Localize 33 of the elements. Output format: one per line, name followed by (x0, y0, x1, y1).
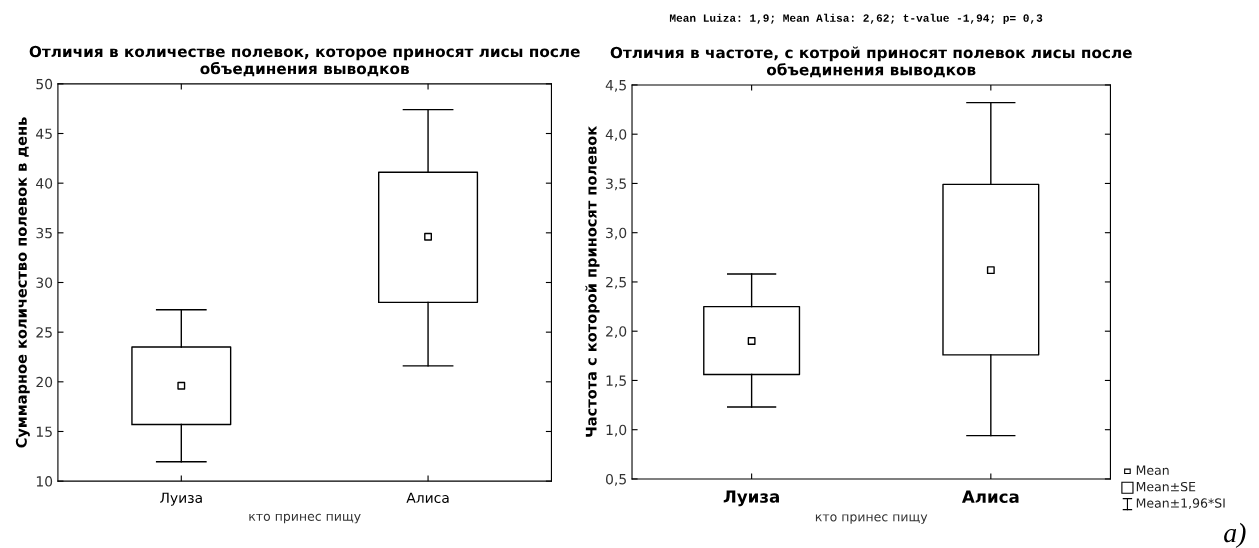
y-tick-label: 15 (36, 426, 52, 437)
text: Mean±SE (1136, 481, 1196, 492)
y-tick-label: 4,0 (605, 129, 627, 142)
y-tick-label: 35 (36, 227, 52, 239)
y-tick-label: 3,5 (606, 178, 626, 191)
y-tick-label: 20 (36, 376, 53, 388)
x-tick-label: Луиза (160, 492, 202, 506)
y-tick-label: 50 (36, 78, 53, 90)
x-tick-label: Алиса (961, 490, 1019, 503)
text: Mean±1,96*SI (1136, 498, 1225, 510)
y-tick-label: 1,0 (606, 424, 627, 437)
y-tick-label: 2,0 (606, 326, 627, 339)
y-tick-label: 40 (36, 178, 53, 189)
y-axis-title: Суммарное количество полевок в день (15, 117, 30, 448)
x-axis-title: кто принес пищу (815, 514, 928, 524)
y-tick-label: 2,5 (606, 276, 626, 289)
y-tick-label: 3,0 (606, 227, 627, 240)
y-tick-label: 4,5 (605, 80, 626, 92)
text: a) (1224, 522, 1246, 548)
text: Mean Luiza: 1,9; Mean Alisa: 2,62; t-value -1,94; p= 0,3 (669, 13, 1043, 25)
chart-title: Отличия в количестве полевок, которое приносят лисы после объединения выводков (29, 45, 580, 77)
y-tick-label: 0,5 (605, 473, 626, 486)
chart-title: Отличия в частоте, с котрой приносят полевок лисы после объединения выводков (610, 46, 1132, 78)
x-tick-label: Алиса (406, 492, 449, 504)
y-tick-label: 25 (36, 327, 52, 338)
x-axis-title: кто принес пищу (249, 513, 361, 524)
text: Mean (1136, 465, 1169, 475)
y-tick-label: 45 (36, 128, 52, 139)
y-tick-label: 30 (36, 277, 53, 288)
y-axis-title: Частота с которой приносят полевок (585, 126, 600, 437)
y-tick-label: 1,5 (606, 375, 626, 388)
y-tick-label: 10 (36, 476, 53, 487)
x-tick-label: Луиза (723, 490, 779, 507)
